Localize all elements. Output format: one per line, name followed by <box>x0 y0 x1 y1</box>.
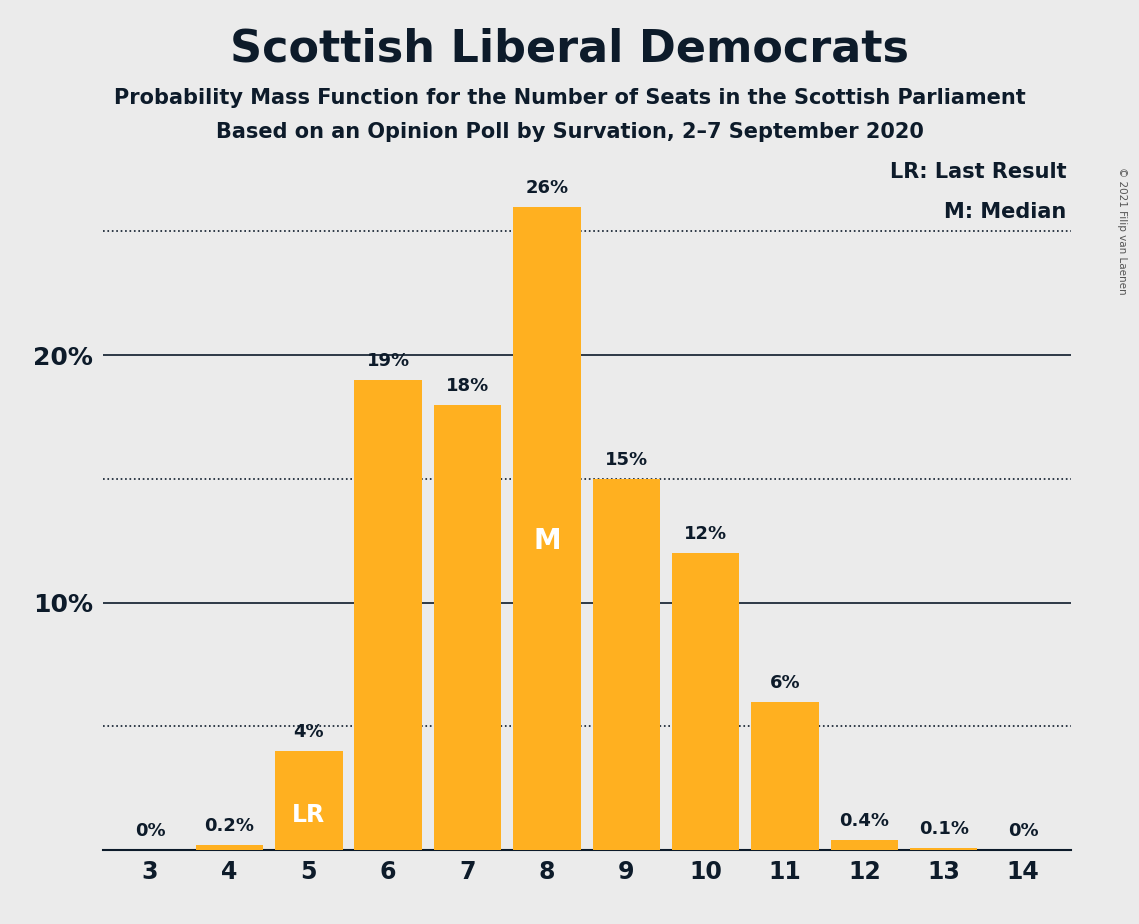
Text: © 2021 Filip van Laenen: © 2021 Filip van Laenen <box>1117 167 1126 295</box>
Bar <box>276 751 343 850</box>
Text: Scottish Liberal Democrats: Scottish Liberal Democrats <box>230 28 909 71</box>
Text: LR: LR <box>293 804 326 827</box>
Text: 0%: 0% <box>134 822 165 840</box>
Text: M: M <box>533 528 560 555</box>
Text: 0.2%: 0.2% <box>205 817 254 835</box>
Bar <box>434 405 501 850</box>
Text: 0.1%: 0.1% <box>919 820 968 838</box>
Text: 6%: 6% <box>770 674 801 692</box>
Text: 0.4%: 0.4% <box>839 812 890 831</box>
Text: Based on an Opinion Poll by Survation, 2–7 September 2020: Based on an Opinion Poll by Survation, 2… <box>215 122 924 142</box>
Text: M: Median: M: Median <box>944 201 1067 222</box>
Bar <box>354 380 421 850</box>
Text: 4%: 4% <box>294 723 325 741</box>
Text: 19%: 19% <box>367 352 410 370</box>
Text: 0%: 0% <box>1008 822 1039 840</box>
Bar <box>752 701 819 850</box>
Bar <box>672 553 739 850</box>
Bar <box>514 207 581 850</box>
Text: Probability Mass Function for the Number of Seats in the Scottish Parliament: Probability Mass Function for the Number… <box>114 88 1025 108</box>
Text: 12%: 12% <box>685 525 727 543</box>
Bar <box>830 840 898 850</box>
Text: 18%: 18% <box>446 377 489 395</box>
Text: LR: Last Result: LR: Last Result <box>890 162 1067 182</box>
Bar <box>592 479 659 850</box>
Bar <box>910 847 977 850</box>
Text: 26%: 26% <box>525 178 568 197</box>
Text: 15%: 15% <box>605 451 648 469</box>
Bar <box>196 845 263 850</box>
